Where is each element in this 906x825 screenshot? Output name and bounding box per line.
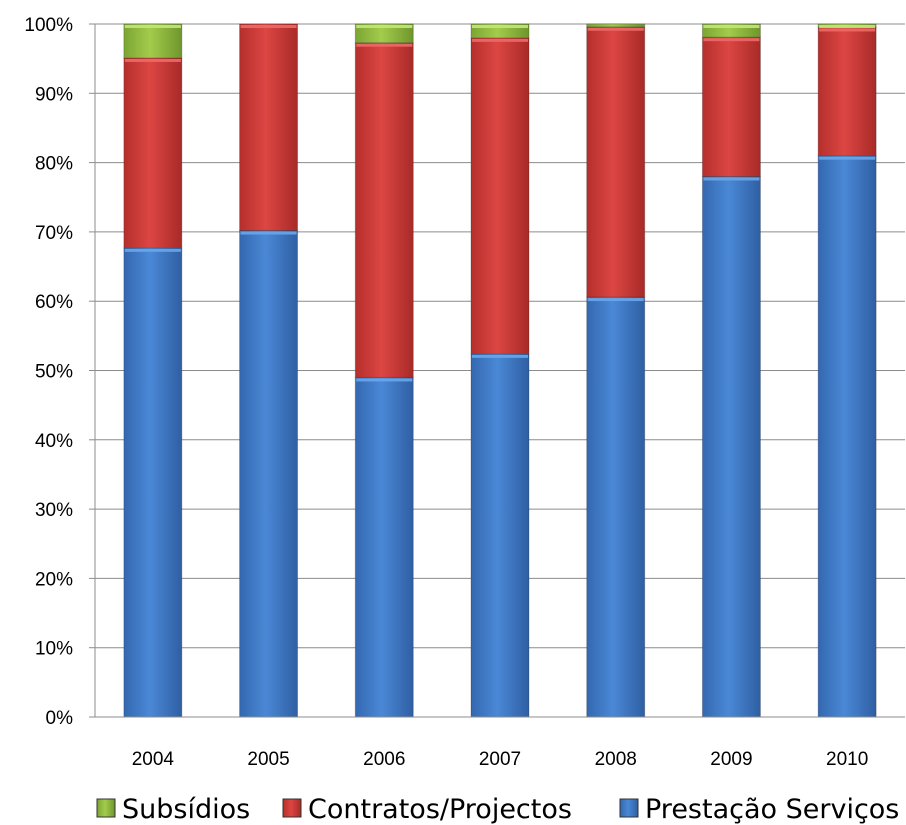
bar-segment-highlight <box>703 38 760 42</box>
bar-segment-highlight <box>703 177 760 181</box>
bar-segment-contratos-projectos-2008 <box>586 26 646 298</box>
bar-segment-contratos-projectos-2006 <box>354 42 414 378</box>
y-tick-label: 50% <box>35 362 73 383</box>
y-tick-label: 20% <box>35 569 73 590</box>
bar-segment-presta-o-servi-os-2005 <box>239 230 299 718</box>
bar-segment-subs-dios-2008 <box>586 23 646 28</box>
bar-segment-highlight <box>819 28 876 32</box>
x-tick-label: 2009 <box>710 749 752 770</box>
bar-segment-contratos-projectos-2009 <box>701 36 761 177</box>
bar-segment-contratos-projectos-2005 <box>239 23 299 232</box>
bar-segment-highlight <box>472 38 528 42</box>
y-tick-label: 90% <box>35 84 73 105</box>
bar-segment-subs-dios-2004 <box>123 23 183 59</box>
x-tick-label: 2008 <box>595 749 637 770</box>
bar-segment-subs-dios-2006 <box>354 23 414 44</box>
legend-swatch-subs-dios <box>96 798 116 818</box>
legend-label-presta-o-servi-os: Prestação Serviços <box>645 794 899 825</box>
bar-segment-highlight <box>240 231 297 235</box>
bars <box>123 23 877 718</box>
bar-segment-highlight <box>240 25 297 28</box>
legend-swatch-presta-o-servi-os <box>619 798 639 818</box>
y-tick-label: 10% <box>35 639 73 660</box>
y-tick-label: 0% <box>46 708 74 729</box>
x-tick-label: 2004 <box>132 749 175 770</box>
x-tick-label: 2007 <box>479 749 521 770</box>
legend-label-subs-dios: Subsídios <box>122 794 250 825</box>
x-tick-label: 2006 <box>363 749 405 770</box>
bar-segment-presta-o-servi-os-2009 <box>701 175 761 718</box>
bar-segment-highlight <box>587 298 644 302</box>
bar-segment-highlight <box>472 354 528 358</box>
bar-segment-presta-o-servi-os-2007 <box>470 353 530 718</box>
legend-label-contratos-projectos: Contratos/Projectos <box>308 794 572 825</box>
bar-segment-contratos-projectos-2007 <box>470 37 530 355</box>
y-tick-label: 30% <box>35 500 73 521</box>
y-tick-label: 70% <box>35 223 73 244</box>
bar-segment-contratos-projectos-2010 <box>817 26 877 157</box>
bar-segment-highlight <box>124 25 181 28</box>
y-tick-label: 40% <box>35 431 73 452</box>
y-tick-label: 60% <box>35 292 73 313</box>
x-tick-label: 2010 <box>826 749 868 770</box>
bar-segment-presta-o-servi-os-2010 <box>817 155 877 718</box>
legend-swatch-contratos-projectos <box>282 798 302 818</box>
bar-segment-highlight <box>356 378 413 382</box>
axes: 0% 10% 20% 30% 40% 50% 60% 70% 80% 90% 100% 2004 200… <box>24 15 905 770</box>
bar-segment-highlight <box>819 25 876 28</box>
x-tick-label: 2005 <box>247 749 289 770</box>
bar-segment-highlight <box>819 156 876 160</box>
bar-segment-highlight <box>124 58 181 62</box>
legend: Subsídios Contratos/Projectos Prestação Se… <box>96 794 899 825</box>
bar-segment-contratos-projectos-2004 <box>123 57 183 249</box>
bar-segment-highlight <box>124 248 181 252</box>
bar-segment-presta-o-servi-os-2006 <box>354 376 414 718</box>
bar-segment-highlight <box>472 25 528 28</box>
bar-segment-highlight <box>703 25 760 28</box>
bar-segment-presta-o-servi-os-2004 <box>123 247 183 718</box>
bar-segment-highlight <box>587 27 644 31</box>
y-tick-label: 100% <box>24 15 73 36</box>
bar-segment-presta-o-servi-os-2008 <box>586 296 646 718</box>
y-tick-label: 80% <box>35 154 73 175</box>
bar-segment-highlight <box>356 43 413 47</box>
bar-segment-highlight <box>356 25 413 28</box>
